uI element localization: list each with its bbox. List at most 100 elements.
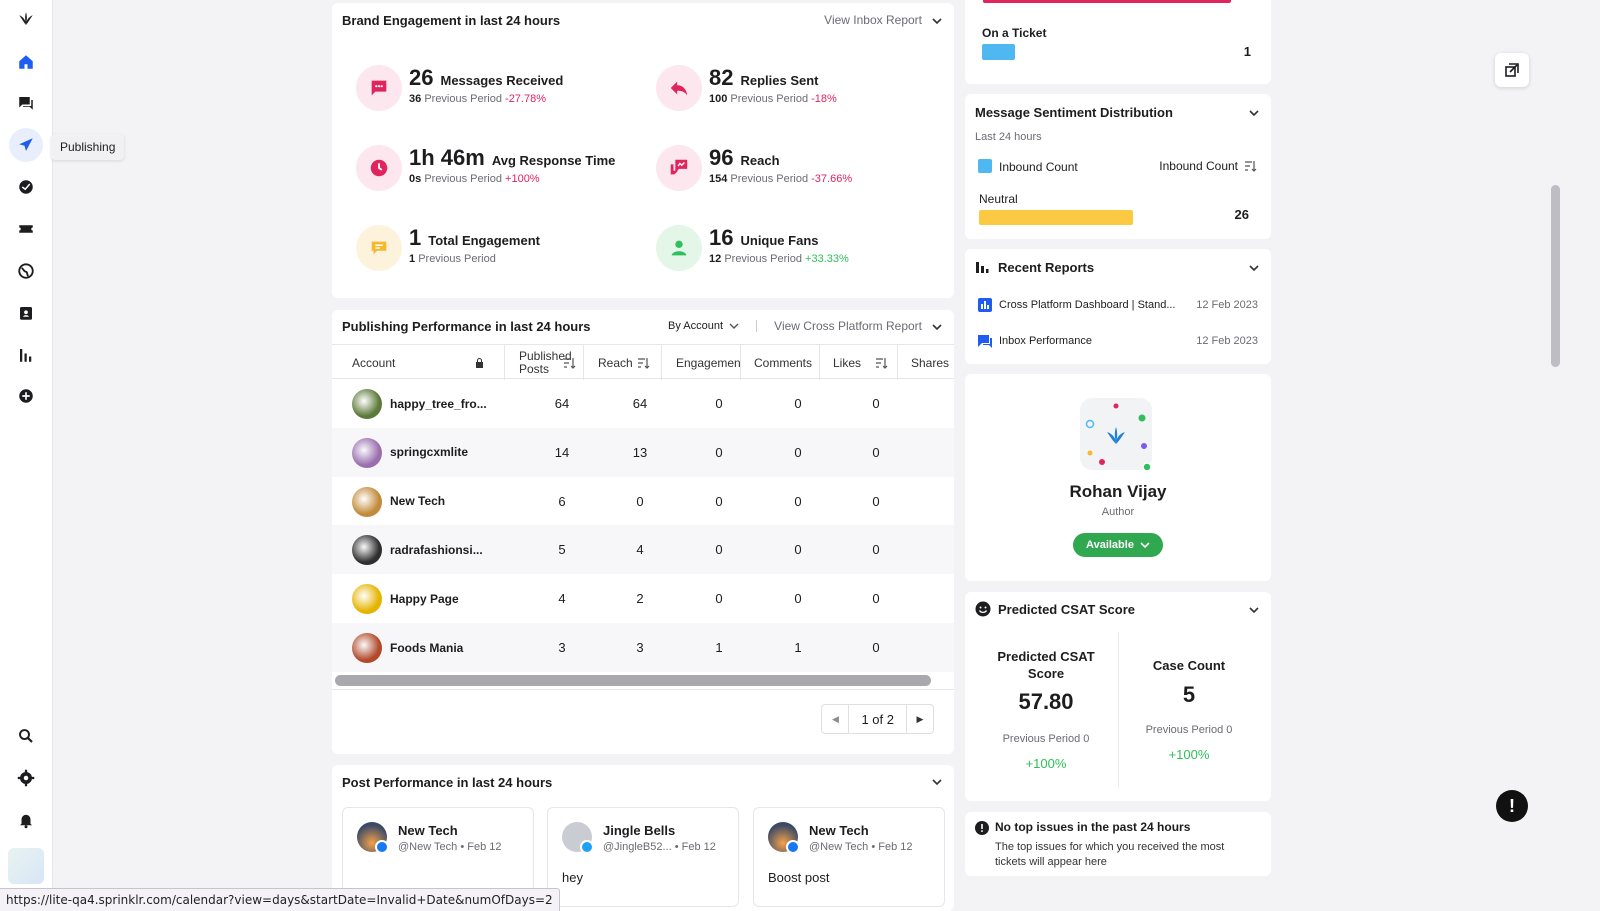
cell-posts: 4 [558, 591, 566, 607]
table-row[interactable]: springcxmlite 14 13 0 0 0 [332, 427, 954, 477]
alert-icon[interactable]: ! [1496, 790, 1528, 822]
metric-unique-fans: 16 Unique Fans 12 Previous Period +33.33% [656, 225, 849, 271]
view-cross-platform-report-link[interactable]: View Cross Platform Report [774, 319, 942, 333]
cell-posts: 14 [554, 444, 570, 460]
account-name[interactable]: radrafashionsi... [390, 542, 483, 557]
search-icon[interactable] [9, 719, 43, 753]
reach-icon [656, 145, 702, 191]
home-icon[interactable] [9, 45, 43, 79]
sort-icon[interactable] [563, 357, 576, 369]
account-name[interactable]: happy_tree_fro... [390, 396, 487, 411]
chevron-down-icon [1140, 540, 1150, 550]
prev-page-button[interactable]: ◀ [832, 713, 839, 724]
calendar-icon[interactable] [9, 296, 43, 330]
post-author: Jingle Bells [603, 823, 676, 838]
metric-value: 1h 46m [409, 145, 485, 170]
cell-eng: 0 [715, 493, 723, 509]
report-item[interactable]: Inbox Performance 12 Feb 2023 [978, 334, 1258, 350]
case-count-value: 5 [1182, 682, 1196, 707]
sort-dropdown[interactable]: Inbound Count [1159, 159, 1257, 173]
inbox-icon[interactable] [9, 86, 43, 120]
chevron-down-icon[interactable] [1249, 107, 1259, 117]
report-date: 12 Feb 2023 [1196, 335, 1258, 347]
reply-icon [656, 65, 702, 111]
divider [332, 689, 954, 690]
post-meta: @New Tech • Feb 12 [809, 841, 913, 853]
account-name[interactable]: springcxmlite [390, 445, 469, 460]
metric-value: 16 [709, 225, 734, 250]
chevron-down-icon[interactable] [1249, 604, 1259, 614]
publishing-icon[interactable] [9, 128, 43, 162]
account-name[interactable]: New Tech [390, 494, 446, 509]
by-account-dropdown[interactable]: By Account [668, 320, 739, 332]
smiley-icon [975, 601, 991, 620]
column-label: Reach [598, 355, 633, 370]
report-date: 12 Feb 2023 [1196, 299, 1258, 311]
table-header: Account Published Posts Reach Engagement… [332, 344, 954, 380]
availability-label: Available [1086, 539, 1134, 551]
tickets-icon[interactable] [9, 212, 43, 246]
cell-posts: 3 [558, 640, 566, 655]
by-account-label: By Account [668, 320, 724, 332]
account-name[interactable]: Foods Mania [390, 640, 464, 655]
table-row[interactable]: Happy Page 4 2 0 0 0 [332, 574, 954, 623]
cell-comments: 0 [794, 493, 802, 509]
metric-value: 96 [709, 145, 734, 170]
horizontal-scrollbar[interactable] [335, 675, 931, 686]
account-name[interactable]: Happy Page [390, 591, 459, 606]
expand-button[interactable] [1495, 53, 1529, 87]
notifications-icon[interactable] [9, 803, 43, 837]
cell-reach: 64 [632, 396, 648, 411]
column-label: Comments [754, 355, 813, 370]
next-page-button[interactable]: ▶ [916, 713, 924, 724]
status-bar-url: https://lite-qa4.sprinklr.com/calendar?v… [0, 888, 560, 911]
cell-likes: 0 [872, 493, 880, 509]
post-meta: @New Tech • Feb 12 [398, 841, 502, 853]
globe-icon[interactable] [9, 254, 43, 288]
legend-swatch [978, 159, 992, 173]
view-inbox-report-link[interactable]: View Inbox Report [824, 13, 942, 27]
message-icon [356, 65, 402, 111]
column-comments[interactable]: Comments [741, 345, 820, 380]
settings-icon[interactable] [9, 761, 43, 795]
metric-label: Unique Fans [740, 233, 819, 248]
account-avatar [352, 633, 382, 663]
post-meta: @JingleB52... • Feb 12 [603, 841, 716, 853]
sort-icon[interactable] [875, 357, 888, 369]
reports-icon[interactable] [9, 338, 43, 372]
logo-icon[interactable] [9, 2, 43, 36]
account-avatar [352, 535, 382, 566]
column-engagements[interactable]: Engagements [662, 345, 741, 380]
post-card[interactable]: New Tech @New Tech • Feb 12 Boost post [753, 807, 945, 907]
table-row[interactable]: happy_tree_fro... 64 64 0 0 0 [332, 379, 954, 428]
cell-reach: 4 [636, 542, 644, 558]
column-account[interactable]: Account [332, 345, 505, 380]
user-avatar[interactable] [8, 848, 44, 884]
sort-icon[interactable] [637, 357, 650, 369]
report-item[interactable]: Cross Platform Dashboard | Stand... 12 F… [978, 298, 1258, 314]
table-row[interactable]: New Tech 6 0 0 0 0 [332, 477, 954, 526]
sentiment-subtitle: Last 24 hours [975, 131, 1042, 143]
recent-reports-title: Recent Reports [998, 260, 1095, 275]
column-reach[interactable]: Reach [584, 345, 662, 380]
chevron-down-icon[interactable] [932, 776, 942, 786]
chevron-down-icon[interactable] [1249, 262, 1259, 272]
vertical-scrollbar[interactable] [1551, 185, 1560, 367]
info-icon [975, 821, 989, 838]
column-likes[interactable]: Likes [820, 345, 898, 380]
change-value: -27.78% [505, 93, 547, 105]
add-icon[interactable] [9, 379, 43, 413]
column-shares[interactable]: Shares [898, 345, 954, 380]
profile-avatar [1080, 398, 1152, 472]
table-row[interactable]: Foods Mania 3 3 1 1 0 [332, 623, 954, 672]
table-row[interactable]: radrafashionsi... 5 4 0 0 0 [332, 525, 954, 575]
availability-button[interactable]: Available [1073, 533, 1163, 557]
inbox-report-icon [978, 334, 992, 351]
top-issues-card: No top issues in the past 24 hours The t… [965, 812, 1271, 876]
cell-comments: 0 [794, 396, 802, 411]
profile-name: Rohan Vijay [1069, 482, 1167, 501]
column-published-posts[interactable]: Published Posts [505, 345, 584, 380]
tasks-icon[interactable] [9, 170, 43, 204]
engagement-icon [356, 225, 402, 271]
post-card[interactable]: Jingle Bells @JingleB52... • Feb 12 hey [547, 807, 739, 907]
